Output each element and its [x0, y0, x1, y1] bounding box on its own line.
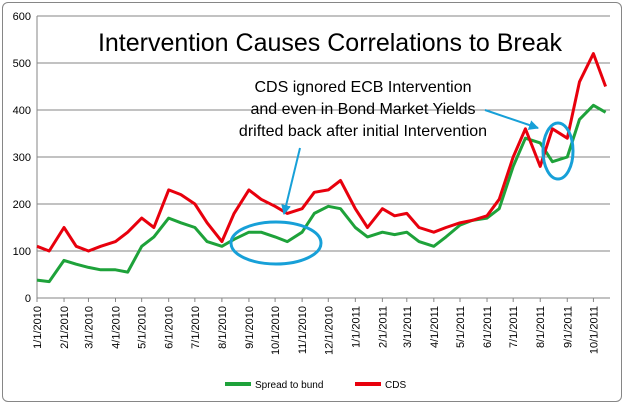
x-tick-label: 2/1/2011	[377, 306, 389, 348]
annotation-arrow-right	[484, 109, 539, 130]
highlight-ellipse-left	[229, 220, 323, 266]
series-line-spread-to-bund	[36, 103, 607, 284]
highlight-ellipse-right	[541, 121, 575, 181]
annotation: CDS ignored ECB Intervention and even in …	[229, 79, 575, 266]
x-tick-label: 7/1/2011	[508, 306, 520, 348]
y-tick-label: 300	[13, 152, 31, 164]
x-tick-label: 1/1/2010	[32, 306, 44, 349]
x-tick-label: 10/1/2010	[270, 306, 282, 355]
series-lines	[36, 52, 608, 284]
x-tick-label: 3/1/2010	[83, 306, 95, 349]
x-tick-label: 6/1/2010	[164, 306, 176, 349]
x-tick-label: 4/1/2011	[429, 306, 441, 348]
series-line-cds	[36, 52, 608, 253]
x-tick-label: 10/1/2011	[588, 306, 600, 354]
x-tick-label: 12/1/2010	[323, 306, 335, 355]
axes	[36, 16, 610, 299]
x-tick-label: 5/1/2010	[137, 306, 149, 349]
y-tick-label: 400	[13, 105, 31, 117]
x-tick-label: 6/1/2011	[482, 306, 494, 348]
x-tick-label: 5/1/2011	[455, 306, 467, 348]
x-tick-label: 7/1/2010	[190, 306, 202, 349]
x-tick-label: 2/1/2010	[59, 306, 71, 349]
x-tick-label: 9/1/2011	[562, 306, 574, 348]
annotation-line: and even in Bond Market Yields	[250, 101, 475, 118]
y-tick-label: 600	[13, 11, 31, 23]
legend: Spread to bund CDS	[225, 380, 406, 391]
x-tick-label: 1/1/2011	[350, 306, 362, 348]
annotation-line: CDS ignored ECB Intervention	[255, 79, 472, 96]
legend-label: CDS	[385, 380, 406, 391]
x-tick-label: 9/1/2010	[244, 306, 256, 349]
x-tick-label: 8/1/2011	[535, 306, 547, 348]
y-tick-label: 100	[13, 246, 31, 258]
y-tick-label: 500	[13, 58, 31, 70]
y-tick-label: 0	[25, 293, 31, 305]
x-tick-label: 3/1/2011	[402, 306, 414, 348]
chart-frame	[2, 2, 622, 402]
gridlines	[37, 15, 610, 252]
x-tick-label: 4/1/2010	[110, 306, 122, 349]
legend-label: Spread to bund	[255, 380, 323, 391]
y-axis-ticks: 0 100 200 300 400 500 600	[13, 11, 31, 305]
x-tick-label: 11/1/2010	[297, 306, 309, 354]
chart-title: Intervention Causes Correlations to Brea…	[98, 29, 563, 57]
x-axis-ticks: 1/1/2010 2/1/2010 3/1/2010 4/1/2010 5/1/2010…	[32, 298, 600, 355]
annotation-line: drifted back after initial Intervention	[239, 123, 487, 140]
y-tick-label: 200	[13, 199, 31, 211]
x-tick-label: 8/1/2010	[217, 306, 229, 349]
annotation-arrow-left	[281, 147, 301, 215]
